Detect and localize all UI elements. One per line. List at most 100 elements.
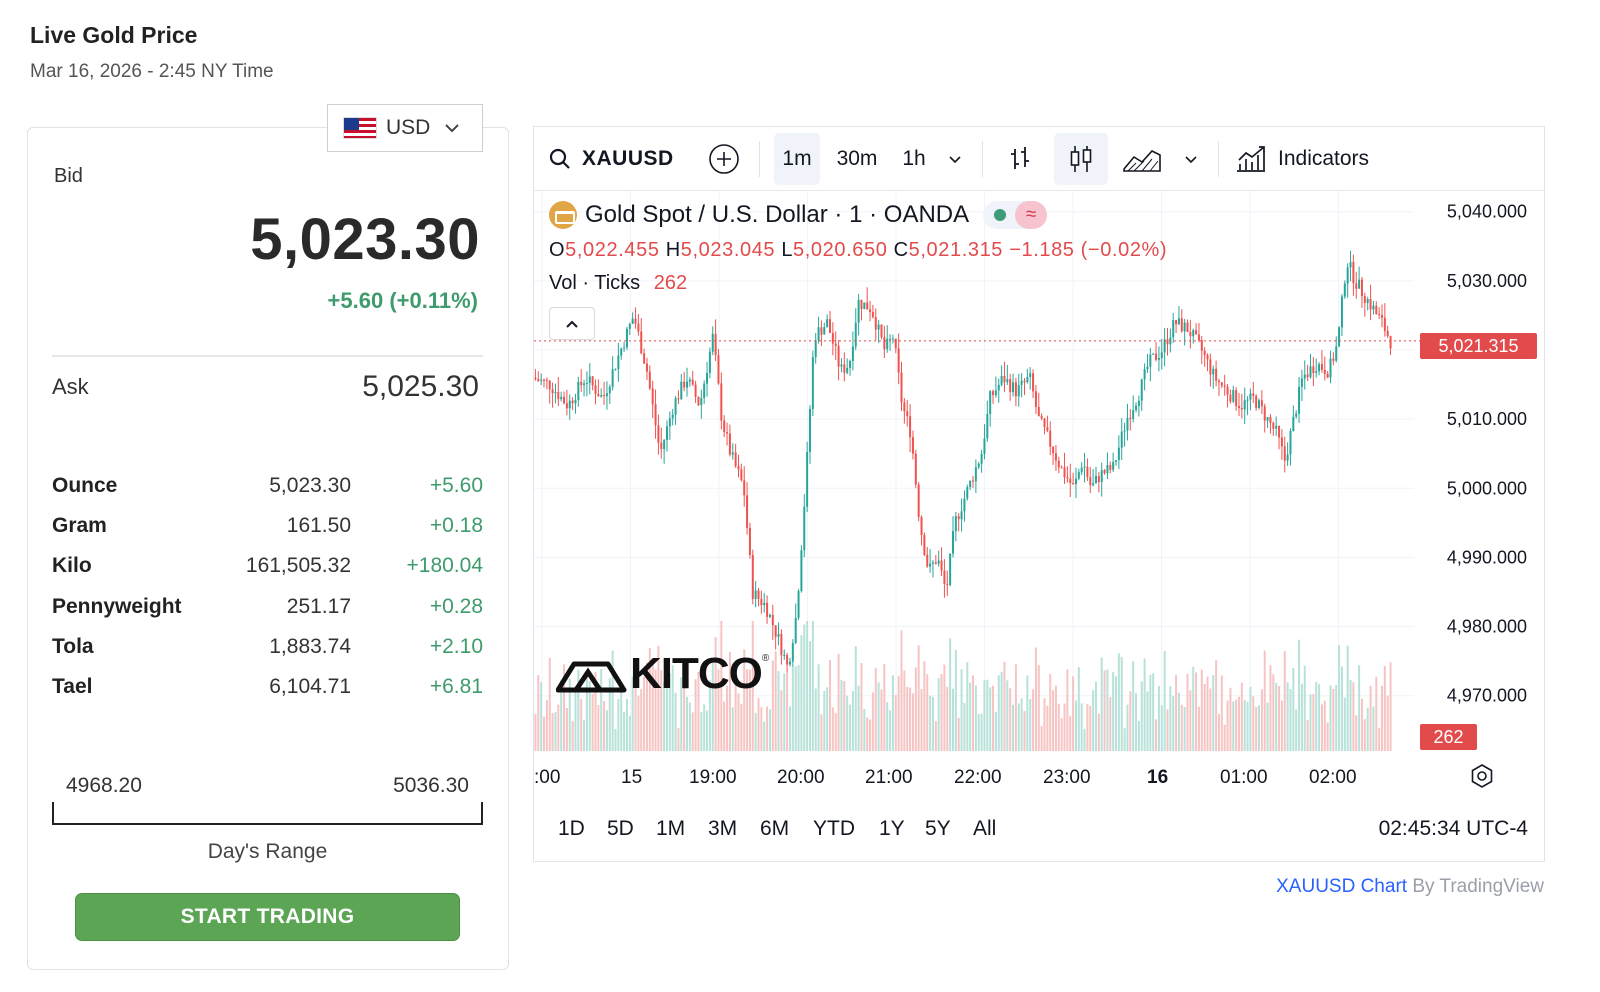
candles-chart-type-button[interactable] bbox=[1054, 133, 1108, 185]
chevron-down-icon bbox=[445, 124, 460, 133]
volume-bar bbox=[625, 698, 628, 751]
candle-body bbox=[1034, 391, 1037, 407]
interval-1h[interactable]: 1h bbox=[902, 147, 926, 170]
indicators-button[interactable]: Indicators bbox=[1234, 133, 1394, 185]
volume-bar bbox=[1052, 690, 1055, 751]
bid-label: Bid bbox=[54, 165, 83, 187]
symbol-search[interactable]: XAUUSD bbox=[548, 133, 678, 185]
candle-body bbox=[551, 389, 554, 394]
candle-body bbox=[1080, 467, 1083, 473]
volume-bar bbox=[1086, 703, 1089, 751]
chart-clock[interactable]: 02:45:34 UTC-4 bbox=[1378, 817, 1528, 840]
candle-body bbox=[886, 338, 889, 350]
registered-mark: ® bbox=[761, 653, 770, 664]
last-price-tag: 5,021.315 bbox=[1420, 333, 1537, 359]
candle-body bbox=[1320, 364, 1323, 370]
candle-body bbox=[1040, 416, 1043, 419]
volume-bar bbox=[1292, 667, 1295, 751]
chart-type-dropdown[interactable] bbox=[1176, 133, 1206, 185]
range-5y[interactable]: 5Y bbox=[925, 817, 951, 840]
range-1d[interactable]: 1D bbox=[558, 817, 585, 840]
volume-bar bbox=[1237, 696, 1240, 751]
range-6m[interactable]: 6M bbox=[760, 817, 790, 840]
range-5d[interactable]: 5D bbox=[607, 817, 634, 840]
volume-bar bbox=[580, 698, 583, 751]
candle-body bbox=[537, 378, 540, 381]
volume-bar bbox=[1300, 683, 1303, 751]
volume-bar bbox=[1366, 708, 1369, 751]
volume-bar bbox=[1329, 685, 1332, 751]
candle-body bbox=[891, 338, 894, 340]
interval-dropdown[interactable] bbox=[940, 133, 970, 185]
start-trading-button[interactable]: START TRADING bbox=[75, 893, 460, 941]
unit-row-tola: Tola 1,883.74 +2.10 bbox=[52, 635, 483, 675]
volume-bar bbox=[760, 707, 763, 751]
candle-body bbox=[1029, 373, 1032, 378]
volume-bar bbox=[849, 704, 852, 751]
range-ytd[interactable]: YTD bbox=[813, 817, 855, 840]
volume-bar bbox=[557, 704, 560, 751]
volume-bar bbox=[1080, 703, 1083, 751]
candle-body bbox=[1155, 353, 1158, 360]
volume-bar bbox=[1243, 700, 1246, 751]
candle-body bbox=[1140, 379, 1143, 401]
interval-30m[interactable]: 30m bbox=[836, 147, 878, 170]
day-range-label: Day's Range bbox=[207, 840, 328, 863]
volume-bar bbox=[1163, 651, 1166, 751]
volume-bar bbox=[934, 721, 937, 751]
volume-bar bbox=[923, 661, 926, 751]
volume-bar bbox=[691, 712, 694, 751]
volume-bar bbox=[954, 649, 957, 751]
unit-price: 161,505.32 bbox=[245, 554, 351, 578]
range-all[interactable]: All bbox=[973, 817, 997, 840]
candle-body bbox=[668, 418, 671, 427]
market-status-pill[interactable]: ≈ bbox=[983, 201, 1048, 229]
candle-body bbox=[1292, 416, 1295, 431]
candle-body bbox=[808, 408, 811, 452]
volume-bar bbox=[1040, 726, 1043, 751]
page-title: Live Gold Price bbox=[30, 22, 198, 48]
interval-1m[interactable]: 1m bbox=[774, 133, 820, 185]
volume-bar bbox=[1140, 681, 1143, 751]
bar-chart-type-button[interactable] bbox=[996, 133, 1044, 185]
candle-body bbox=[637, 323, 640, 332]
volume-bar bbox=[714, 637, 717, 751]
volume-bar bbox=[1057, 703, 1060, 751]
candle-body bbox=[1249, 393, 1252, 400]
compare-symbol-button[interactable] bbox=[704, 133, 744, 185]
volume-bar bbox=[808, 641, 811, 751]
volume-bar bbox=[740, 703, 743, 751]
currency-select[interactable]: USD bbox=[327, 104, 483, 152]
candle-body bbox=[717, 355, 720, 384]
volume-bar bbox=[846, 695, 849, 751]
candle-body bbox=[871, 311, 874, 318]
volume-bar bbox=[1106, 669, 1109, 751]
volume-bar bbox=[1012, 704, 1015, 751]
area-chart-type-button[interactable] bbox=[1118, 133, 1166, 185]
volume-bar bbox=[1195, 672, 1198, 751]
range-1m[interactable]: 1M bbox=[656, 817, 686, 840]
volume-bar bbox=[597, 704, 600, 751]
candle-body bbox=[688, 379, 691, 382]
volume-bar bbox=[783, 673, 786, 751]
volume-bar bbox=[1166, 709, 1169, 751]
unit-change: +0.18 bbox=[429, 514, 483, 538]
range-3m[interactable]: 3M bbox=[708, 817, 738, 840]
volume-bar bbox=[1172, 695, 1175, 751]
volume-bar bbox=[1226, 700, 1229, 751]
unit-name: Gram bbox=[52, 514, 107, 538]
range-1y[interactable]: 1Y bbox=[879, 817, 905, 840]
time-axis-label: 01:00 bbox=[1220, 767, 1268, 788]
candle-body bbox=[1295, 413, 1298, 417]
candle-body bbox=[1232, 390, 1235, 402]
candle-body bbox=[631, 318, 634, 324]
collapse-legend-button[interactable] bbox=[549, 307, 595, 340]
xauusd-chart-link[interactable]: XAUUSD Chart bbox=[1276, 876, 1408, 897]
candle-body bbox=[814, 340, 817, 358]
volume-bar bbox=[897, 676, 900, 751]
candle-body bbox=[651, 388, 654, 405]
volume-bar bbox=[631, 676, 634, 751]
chart-settings-icon[interactable] bbox=[1469, 763, 1495, 789]
candle-body bbox=[600, 395, 603, 397]
candle-body bbox=[634, 318, 637, 324]
